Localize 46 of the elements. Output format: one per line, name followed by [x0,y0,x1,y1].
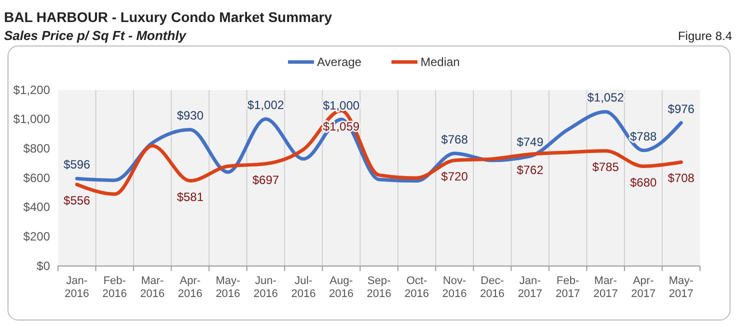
data-label: $556 [64,193,91,208]
x-tick-label: Mar-2017 [593,275,618,300]
x-tick-label: Jul-2016 [291,275,316,300]
legend-label: Average [317,55,362,69]
x-tick-label: Mar-2016 [140,275,165,300]
x-tick-label: Feb-2017 [556,275,580,300]
x-tick-label: Apr-2017 [631,275,656,300]
x-tick-label: Jan-2017 [518,275,542,300]
x-tick-label: Jun-2016 [253,275,278,300]
x-tick-label: Nov-2016 [442,275,467,300]
y-tick-label: $1,200 [13,82,50,97]
data-label: $1,000 [322,98,360,112]
x-tick-label: Sep-2016 [366,275,392,300]
data-label: $749 [516,135,544,150]
x-tick-label: Apr-2016 [178,275,202,300]
y-tick-label: $1,000 [13,112,50,126]
data-label: $788 [630,129,658,144]
data-label: $596 [64,158,91,172]
data-label: $1,002 [247,98,284,112]
caption: Figure 8.4 [678,29,732,43]
data-label: $720 [441,169,468,184]
y-tick-label: $200 [23,230,50,244]
x-tick-label: Aug-2016 [328,275,354,300]
x-tick-label: Dec-2016 [480,275,505,300]
data-label: $697 [252,172,280,187]
x-tick-label: May-2016 [216,275,240,300]
x-tick-label: Jan-2016 [64,275,90,300]
x-tick-label: Feb-2016 [102,275,127,300]
y-tick-label: $0 [36,258,50,273]
data-label: $680 [630,175,658,190]
data-label: $930 [176,108,204,123]
y-tick-label: $400 [23,200,50,214]
data-label: $708 [668,171,695,186]
data-label: $581 [176,190,204,204]
data-label: $1,052 [587,90,624,105]
legend-label: Median [420,55,460,69]
data-label: $768 [441,132,468,146]
x-tick-label: May-2017 [668,275,694,300]
x-tick-label: Oct-2016 [404,275,430,300]
y-tick-label: $800 [23,142,50,156]
chart-subtitle: Sales Price p/ Sq Ft - Monthly [4,28,187,43]
data-label: $762 [516,163,544,178]
chart-title: BAL HARBOUR - Luxury Condo Market Summary [4,9,332,25]
data-label: $785 [592,160,620,174]
y-tick-label: $600 [23,170,50,185]
data-label: $976 [668,102,695,116]
